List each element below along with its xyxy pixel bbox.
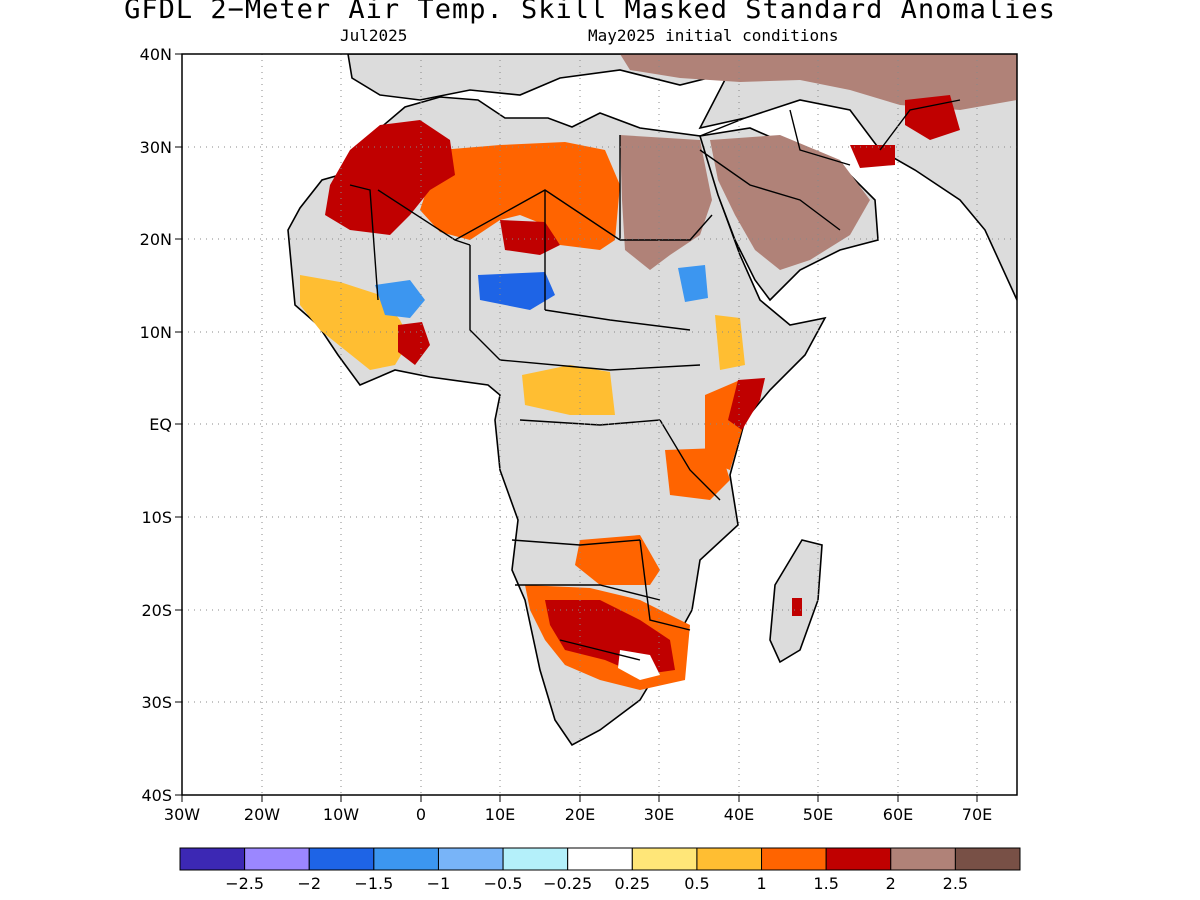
colorbar-swatch [761,847,827,871]
lat-label: 20N [140,230,172,249]
lon-label: 40E [724,805,754,824]
colorbar-swatch [179,847,246,871]
colorbar-swatch [437,847,504,871]
lat-label: 40S [141,786,172,805]
ethiopia-yellow [715,315,745,370]
colorbar-swatch [244,847,310,871]
colorbar-label: 2.5 [943,874,968,893]
colorbar-label: −1 [427,874,451,893]
iran-brown [620,54,1017,110]
colorbar-swatch [890,847,956,871]
lon-label: 60E [883,805,913,824]
arabia-red [850,145,895,168]
zambia-orange [575,535,660,585]
colorbar-label: −2.5 [225,874,264,893]
colorbar-label: 1 [756,874,766,893]
tanzania-orange [665,448,730,500]
forecast-month: Jul2025 [340,26,408,45]
egypt-brown [620,135,712,270]
lon-label: 10W [323,805,359,824]
lon-label: 30E [644,805,674,824]
lon-label: 20E [565,805,595,824]
madagascar-red [792,598,802,616]
colorbar-label: −0.5 [484,874,523,893]
colorbar-swatch [631,847,698,871]
lat-label: 10S [141,508,172,527]
colorbar-label: 0.5 [684,874,709,893]
lon-label: 50E [803,805,833,824]
colorbar-label: −2 [297,874,321,893]
colorbar: −2.5 −2 −1.5 −1 −0.5 −0.25 0.25 0.5 1 1.5 2 2.5 [179,847,1021,893]
lat-label: 30S [141,693,172,712]
kenya-red [728,378,765,430]
initial-conditions: May2025 initial conditions [588,26,839,45]
colorbar-label: 2 [886,874,896,893]
sahel-cool-west [375,280,425,318]
sahara-warm-red-west [325,120,455,235]
colorbar-swatch [373,847,439,871]
lat-label: 20S [141,601,172,620]
map-plot [182,54,1017,795]
iran-red [905,95,960,140]
lat-label: 10N [140,323,172,342]
sahara-warm-orange [420,142,620,250]
map-title: GFDL 2−Meter Air Temp. Skill Masked Stan… [124,0,1056,25]
lat-axis: 40N 30N 20N 10N EQ 10S 20S 30S 40S [140,45,182,805]
lon-label: 0 [416,805,426,824]
anomaly-fields [300,54,1017,690]
colorbar-swatch [696,847,763,871]
lon-label: 30W [164,805,200,824]
colorbar-swatch [502,847,569,871]
sahel-red-ghana [398,322,430,365]
lon-label: 20W [244,805,280,824]
colorbar-swatch [308,847,375,871]
country-borders [349,99,961,661]
arabia-brown [710,135,870,270]
colorbar-swatch [825,847,892,871]
colorbar-label: −0.25 [543,874,592,893]
sahel-cool-central [478,272,555,310]
lon-label: 10E [485,805,515,824]
colorbar-label: −1.5 [354,874,393,893]
central-yellow [522,365,615,415]
colorbar-label: 1.5 [813,874,838,893]
lat-label: 30N [140,138,172,157]
lon-axis: 30W 20W 10W 0 10E 20E 30E 40E 50E 60E 70… [164,795,992,824]
sahel-cool-east [678,265,708,302]
colorbar-label: 0.25 [614,874,650,893]
lat-label: 40N [140,45,172,64]
lon-label: 70E [962,805,992,824]
colorbar-swatch [954,847,1021,871]
colorbar-swatch [567,847,633,871]
lat-label: EQ [149,415,172,434]
